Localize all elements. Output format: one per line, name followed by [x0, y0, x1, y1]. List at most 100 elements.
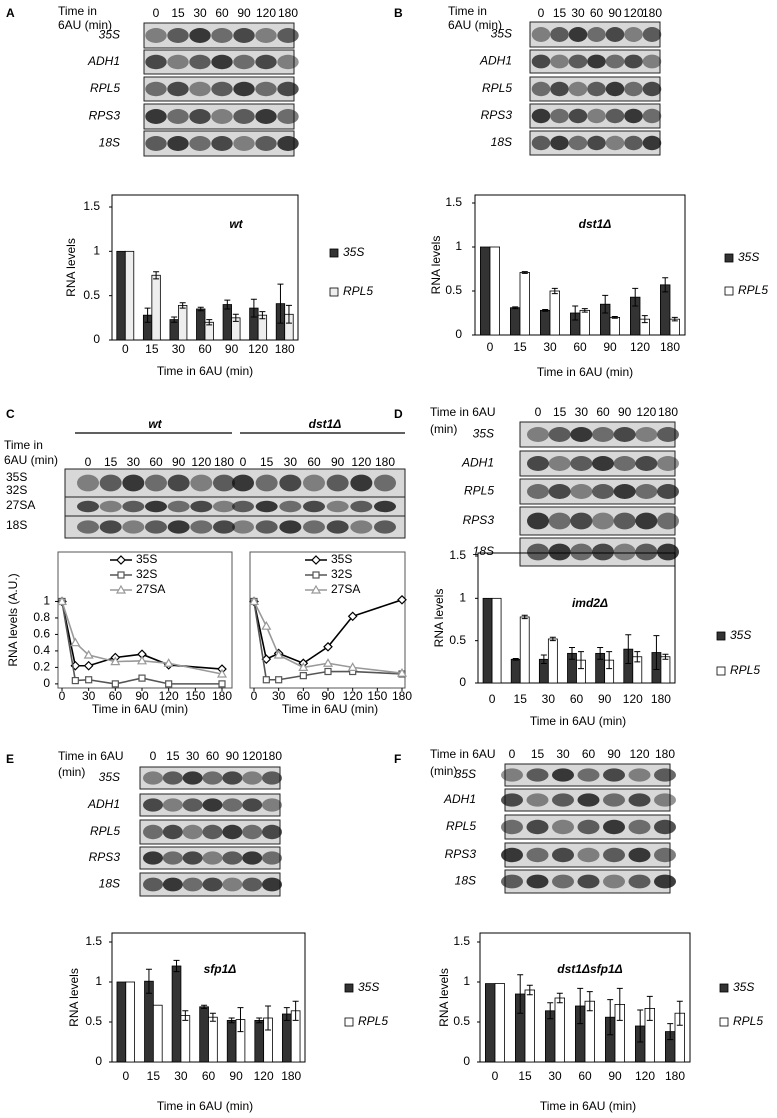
lane-label: 90	[618, 405, 632, 419]
error-bar	[171, 316, 178, 323]
bar	[660, 656, 671, 684]
legend-label: 32S	[136, 567, 157, 581]
row-label: RPS3	[445, 847, 477, 861]
plot-frame	[249, 551, 406, 689]
error-bar	[556, 992, 563, 1004]
blot-band	[262, 851, 282, 865]
blot-band	[326, 474, 349, 492]
x-tick-label: 180	[651, 692, 671, 706]
blot-band	[213, 500, 235, 513]
lane-label: 0	[85, 455, 92, 469]
blot-band	[548, 512, 571, 530]
blot-band	[255, 54, 277, 70]
y-tick-label: 0.2	[33, 660, 50, 674]
blot-band	[145, 109, 167, 124]
blot-band	[232, 520, 254, 534]
blot-band	[592, 543, 614, 561]
blot-band	[122, 520, 145, 534]
legend-marker	[116, 555, 126, 565]
blot-band	[577, 768, 600, 782]
lane-label: 180	[214, 455, 234, 469]
legend-label: RPL5	[738, 283, 768, 297]
blot-band	[262, 798, 282, 812]
blot-band	[531, 27, 551, 42]
blot-band	[635, 543, 658, 561]
row-label: 35S	[491, 27, 512, 41]
marker	[262, 676, 270, 684]
y-tick-label: 0.8	[33, 610, 50, 624]
legend-label: 35S	[733, 980, 754, 994]
y-tick-label: 0	[463, 1054, 470, 1068]
blot-band	[211, 109, 233, 124]
lane-label: 180	[278, 6, 298, 20]
blot-band	[624, 135, 643, 151]
y-tick-label: 0	[459, 675, 466, 689]
blot-band	[603, 793, 625, 807]
x-tick-label: 0	[492, 1069, 499, 1083]
group-label: wt	[148, 417, 162, 431]
error-bar	[671, 316, 678, 322]
blot-band	[182, 798, 203, 812]
blot-band	[77, 474, 99, 492]
bar	[152, 1004, 163, 1063]
lane-label: 15	[553, 405, 567, 419]
error-bar	[232, 313, 239, 322]
x-tick-label: 0	[489, 692, 496, 706]
legend-swatch	[719, 983, 729, 993]
bar	[554, 997, 566, 1063]
legend-label: 35S	[343, 245, 364, 259]
blot-band	[145, 81, 167, 97]
x-tick-label: 120	[630, 340, 650, 354]
y-axis-label: RNA levels	[437, 968, 451, 1027]
error-bar	[182, 1010, 189, 1021]
blot-band	[262, 877, 282, 892]
blot-band	[568, 54, 588, 69]
blot-band	[255, 520, 278, 534]
marker	[163, 658, 174, 667]
blot-band	[190, 474, 213, 492]
blot-band	[592, 484, 614, 499]
blot-band	[501, 847, 523, 863]
error-bar	[228, 1017, 235, 1024]
blot-band	[189, 81, 211, 97]
error-bar	[209, 1012, 216, 1022]
row-label: RPS3	[481, 108, 513, 122]
blot-band	[99, 474, 122, 492]
legend-label: RPL5	[730, 663, 760, 677]
lane-label: 120	[623, 6, 643, 20]
y-tick-label: 1	[463, 974, 470, 988]
lane-label: 90	[172, 455, 186, 469]
x-tick-label: 15	[518, 1069, 532, 1083]
blot-band	[350, 520, 373, 534]
lane-label: 0	[240, 455, 247, 469]
x-tick-label: 30	[543, 340, 557, 354]
lane-label: 15	[531, 747, 545, 761]
error-bar	[634, 651, 641, 663]
bar	[222, 304, 232, 341]
group-label: dst1Δ	[309, 417, 342, 431]
blot-band	[628, 793, 651, 807]
row-label: RPL5	[464, 484, 494, 498]
x-axis-label: Time in 6AU (min)	[282, 702, 378, 716]
blot-band	[255, 109, 277, 124]
blot-band	[326, 520, 349, 534]
blot-band	[628, 768, 651, 782]
blot-band	[145, 520, 167, 534]
blot-band	[552, 793, 574, 807]
blot-band	[624, 108, 643, 124]
blot-band	[277, 109, 299, 124]
blot-band	[654, 793, 676, 807]
blot-band	[213, 474, 235, 492]
y-tick-label: 1.5	[85, 934, 102, 948]
marker	[70, 637, 81, 647]
lane-label: 90	[607, 747, 621, 761]
error-bar	[602, 294, 609, 314]
blot-band	[613, 484, 636, 499]
blot-band	[570, 543, 593, 561]
time-label: 6AU (min)	[448, 18, 502, 32]
error-bar	[283, 1007, 290, 1021]
row-label: ADH1	[479, 54, 512, 68]
lane-label: 90	[331, 455, 345, 469]
lane-label: 60	[149, 455, 163, 469]
